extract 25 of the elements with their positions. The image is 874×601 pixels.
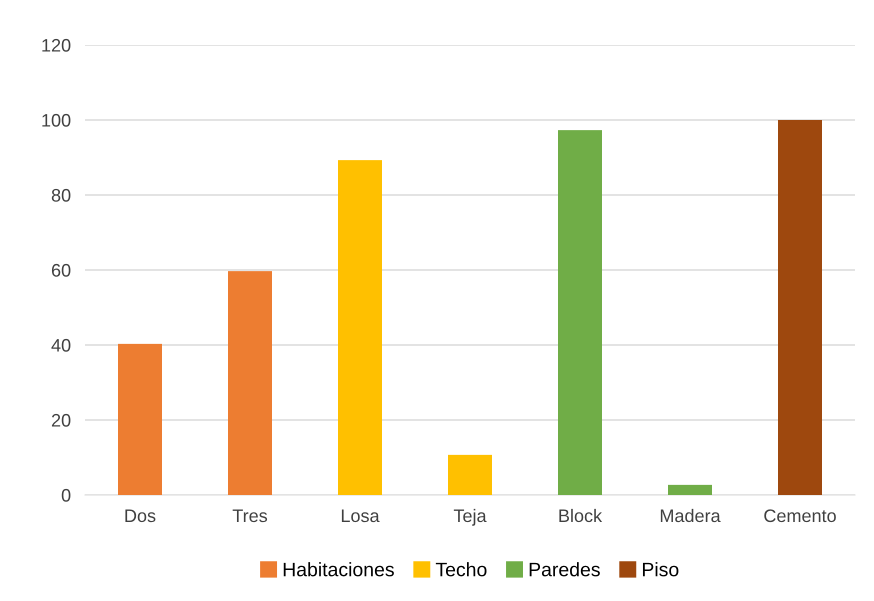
y-tick-label: 120 — [42, 38, 70, 52]
x-tick-label: Cemento — [764, 509, 836, 522]
y-tick-label: 100 — [42, 114, 70, 127]
x-tick-label: Losa — [342, 510, 380, 522]
legend-label: Techo — [436, 562, 486, 576]
x-tick-label: Madera — [660, 508, 721, 522]
y-tick-label: 20 — [52, 414, 70, 427]
bar — [338, 160, 382, 495]
bar — [778, 120, 822, 495]
x-tick-label: Tres — [232, 510, 268, 522]
x-tick-label: Dos — [125, 510, 156, 522]
bar — [118, 344, 162, 495]
bar — [668, 484, 712, 495]
x-tick-label: Teja — [454, 508, 487, 526]
y-tick-label: 0 — [62, 488, 70, 502]
legend-label: Piso — [642, 562, 678, 576]
y-tick-label: 40 — [51, 338, 70, 352]
x-tick-label: Block — [559, 508, 602, 522]
y-tick-label: 80 — [52, 188, 70, 202]
legend-label: Paredes — [530, 562, 600, 576]
bar — [448, 454, 492, 495]
bar — [228, 271, 272, 495]
bar — [558, 130, 602, 495]
legend-label: Habitaciones — [284, 562, 394, 576]
y-tick-label: 60 — [52, 264, 70, 277]
